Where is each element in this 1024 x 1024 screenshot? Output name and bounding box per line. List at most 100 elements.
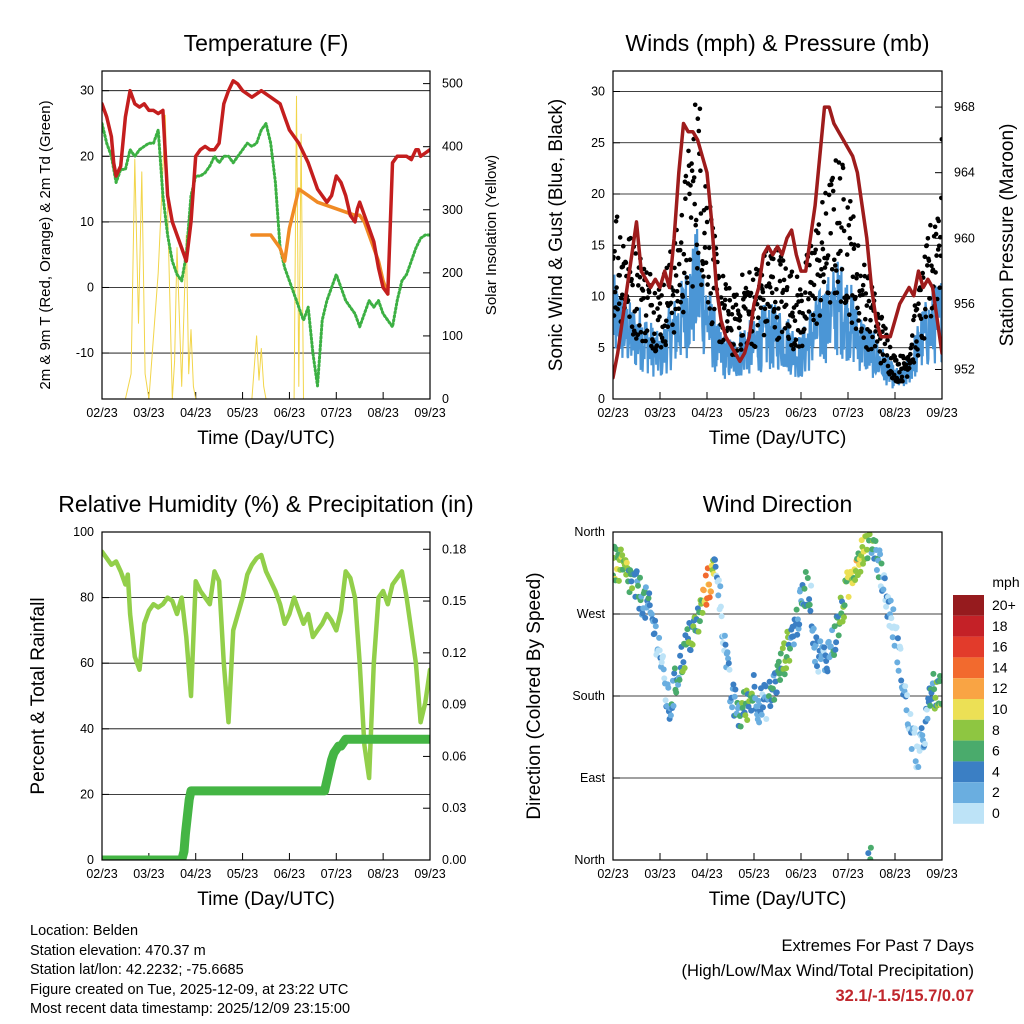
gust-point: [869, 346, 874, 352]
gust-point: [928, 222, 933, 228]
gust-point: [835, 279, 841, 285]
gust-point: [734, 292, 739, 298]
gust-point: [937, 285, 942, 291]
gust-point: [655, 306, 660, 311]
y2-tick-label: 500: [442, 77, 463, 91]
gust-point: [830, 175, 835, 181]
gust-point: [819, 240, 825, 245]
plot-frame: [101, 531, 431, 861]
gust-point: [850, 274, 856, 280]
gust-point: [852, 242, 857, 247]
gust-point: [683, 196, 688, 201]
extremes-box: Extremes For Past 7 Days (High/Low/Max W…: [681, 934, 974, 1009]
elevation-label: Station elevation: 470.37 m: [30, 942, 206, 959]
gust-point: [689, 168, 695, 173]
direction-point: [904, 692, 911, 699]
gust-point: [845, 205, 850, 210]
gust-point: [799, 343, 805, 349]
x-tick-label: 08/23: [879, 867, 910, 881]
solar-insolation-line: [102, 95, 430, 399]
gust-point: [925, 236, 931, 241]
gust-point: [629, 276, 634, 282]
direction-point: [794, 631, 801, 638]
gust-point: [633, 251, 638, 256]
gust-point: [867, 329, 873, 334]
gust-point: [669, 310, 675, 316]
direction-point: [637, 574, 643, 581]
direction-point: [777, 650, 784, 657]
colorbar-label: 18: [992, 618, 1008, 634]
gust-point: [927, 296, 933, 301]
chart-title: Temperature (F): [184, 30, 349, 56]
gust-point: [781, 277, 787, 283]
colorbar-title: mph: [992, 574, 1019, 590]
gust-point: [687, 257, 693, 263]
gust-point: [774, 287, 779, 292]
gust-point: [679, 212, 685, 218]
gust-point: [723, 282, 728, 287]
gust-point: [815, 230, 821, 236]
gust-point: [790, 310, 795, 316]
direction-point: [725, 660, 732, 667]
gust-point: [693, 222, 698, 228]
gust-point: [817, 258, 822, 263]
direction-point: [722, 641, 729, 648]
extremes-subtitle: (High/Low/Max Wind/Total Precipitation): [681, 962, 974, 980]
direction-point: [881, 575, 888, 582]
direction-point: [895, 667, 902, 674]
direction-point: [732, 686, 739, 693]
gust-point: [685, 280, 690, 286]
direction-point: [936, 678, 942, 685]
direction-point: [737, 723, 744, 730]
gust-point: [725, 319, 730, 324]
direction-point: [777, 677, 784, 683]
y-tick-label: 80: [80, 591, 94, 605]
chart-title: Winds (mph) & Pressure (mb): [625, 30, 929, 56]
direction-point: [687, 647, 694, 654]
x-tick-label: 07/23: [321, 867, 352, 881]
humidity-chart: Relative Humidity (%) & Precipitation (i…: [28, 491, 474, 910]
direction-point: [731, 693, 738, 700]
gust-point: [756, 315, 761, 321]
direction-point: [831, 623, 838, 630]
colorbar-swatch: [953, 636, 984, 658]
direction-point: [730, 681, 737, 688]
direction-point: [927, 702, 934, 709]
gust-point: [654, 343, 660, 348]
gust-point: [841, 228, 847, 234]
direction-point: [684, 626, 691, 633]
gust-point: [774, 315, 780, 320]
direction-point: [864, 546, 870, 553]
x-tick-label: 06/23: [274, 406, 305, 420]
gust-point: [818, 297, 824, 303]
gust-point: [855, 243, 861, 248]
gust-point: [670, 322, 675, 328]
gust-point: [687, 191, 692, 197]
x-tick-label: 04/23: [180, 867, 211, 881]
gust-point: [707, 306, 712, 311]
gust-point: [664, 318, 669, 324]
direction-point: [645, 595, 652, 602]
gust-point: [678, 299, 683, 305]
direction-point: [744, 717, 751, 723]
gust-point: [892, 354, 898, 359]
direction-point: [915, 764, 922, 770]
gust-point: [824, 261, 829, 266]
colorbar-label: 10: [992, 701, 1008, 717]
gust-point: [777, 278, 783, 284]
gust-point: [908, 351, 913, 357]
gust-point: [644, 328, 650, 334]
y-tick-label: 20: [80, 149, 94, 163]
gust-point: [817, 313, 823, 318]
gust-point: [738, 342, 743, 347]
gust-point: [783, 266, 788, 271]
y2-tick-label: 0.09: [442, 698, 466, 712]
x-tick-label: 08/23: [879, 406, 910, 420]
y-tick-label: 60: [80, 656, 94, 670]
y2-axis-label: Station Pressure (Maroon): [997, 124, 1018, 347]
humidity-line: [102, 549, 430, 781]
gust-point: [684, 257, 689, 263]
y-tick-label: 30: [591, 85, 605, 99]
direction-point: [821, 644, 828, 651]
gust-point: [846, 223, 852, 228]
